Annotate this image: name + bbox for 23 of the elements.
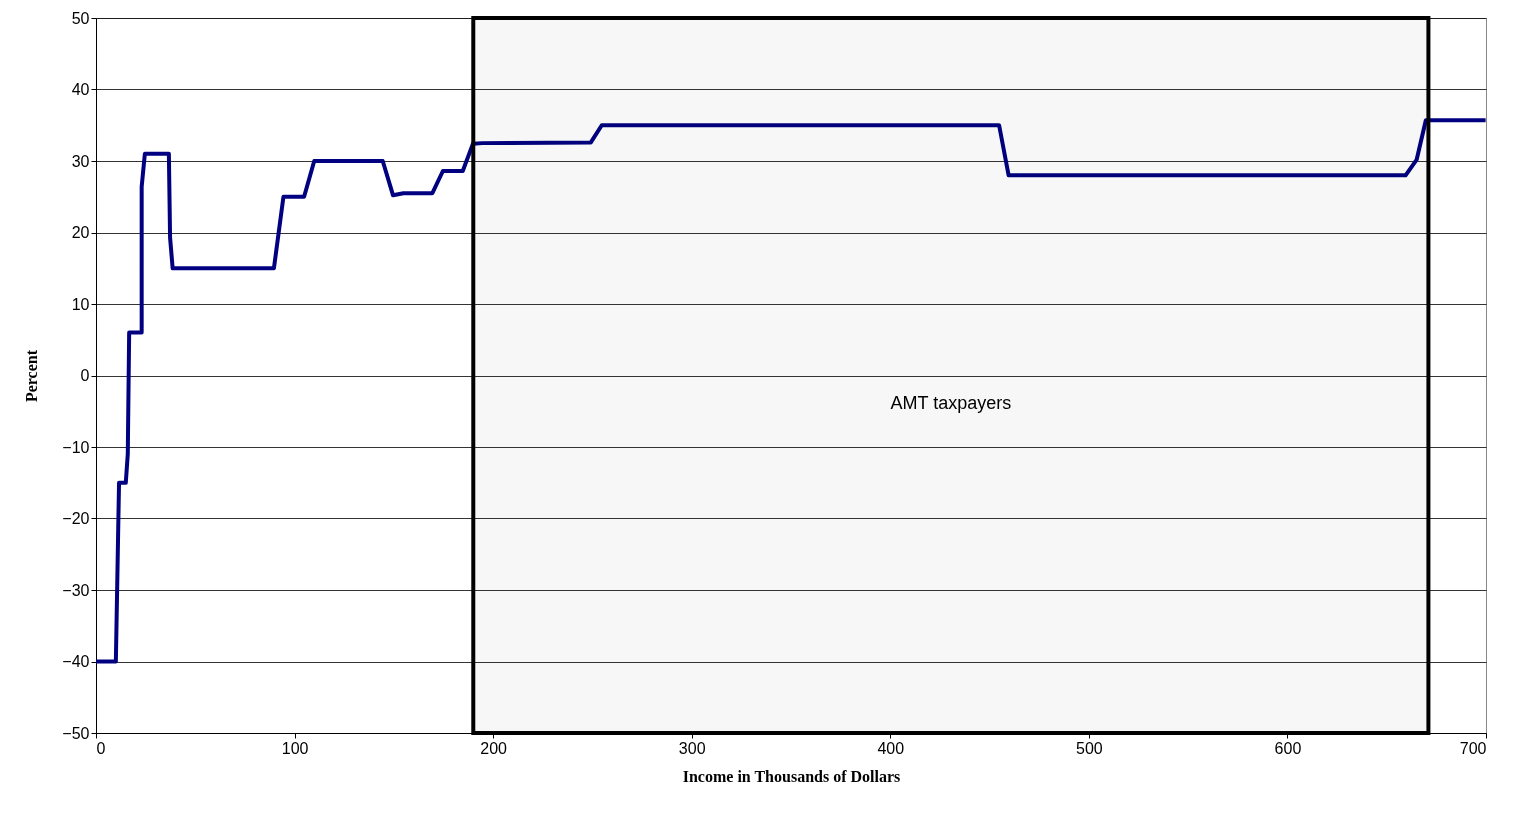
x-tick-label: 100 [281,739,309,757]
x-tick-label: 0 [96,739,106,757]
x-tick-label: 300 [678,739,706,757]
y-tick-label: 0 [80,367,90,384]
y-tick-label: 20 [71,224,90,241]
y-tick-label: −10 [62,438,90,456]
y-tick-label: 10 [71,295,90,313]
y-tick-label: −40 [62,653,90,670]
x-tick-label: 200 [480,739,508,757]
line-series [94,118,1488,664]
y-tick-label: −30 [62,581,90,599]
y-tick-label: 40 [71,81,90,98]
y-tick-label: −50 [62,724,90,742]
band-label: AMT taxpayers [890,393,1012,414]
y-tick-label: −20 [62,510,90,527]
y-tick-label: 50 [71,9,90,27]
x-tick-label: 500 [1076,739,1103,757]
x-tick-label: 700 [1459,739,1487,757]
x-tick-label: 600 [1274,739,1302,757]
x-axis-title: Income in Thousands of Dollars [682,767,901,785]
y-axis-title: Percent [23,349,41,403]
x-tick-label: 400 [877,739,905,757]
y-tick-label: 30 [71,152,90,170]
